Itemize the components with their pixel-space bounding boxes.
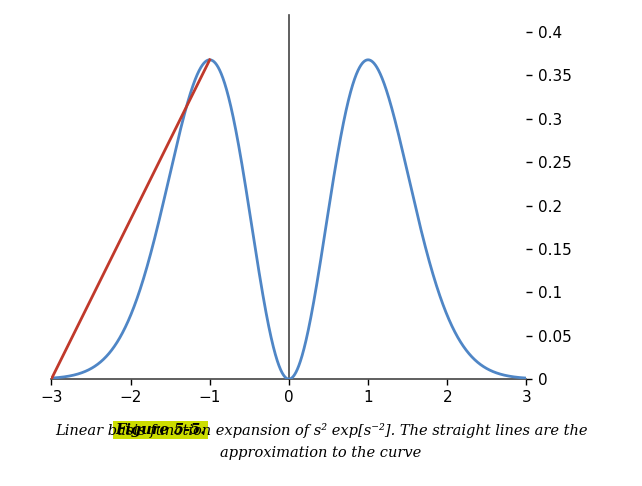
Text: Figure 5-5.: Figure 5-5. [116, 423, 206, 437]
Text: approximation to the curve: approximation to the curve [220, 446, 422, 460]
Text: Linear basis function expansion of s² exp[s⁻²]. The straight lines are the: Linear basis function expansion of s² ex… [55, 423, 587, 437]
